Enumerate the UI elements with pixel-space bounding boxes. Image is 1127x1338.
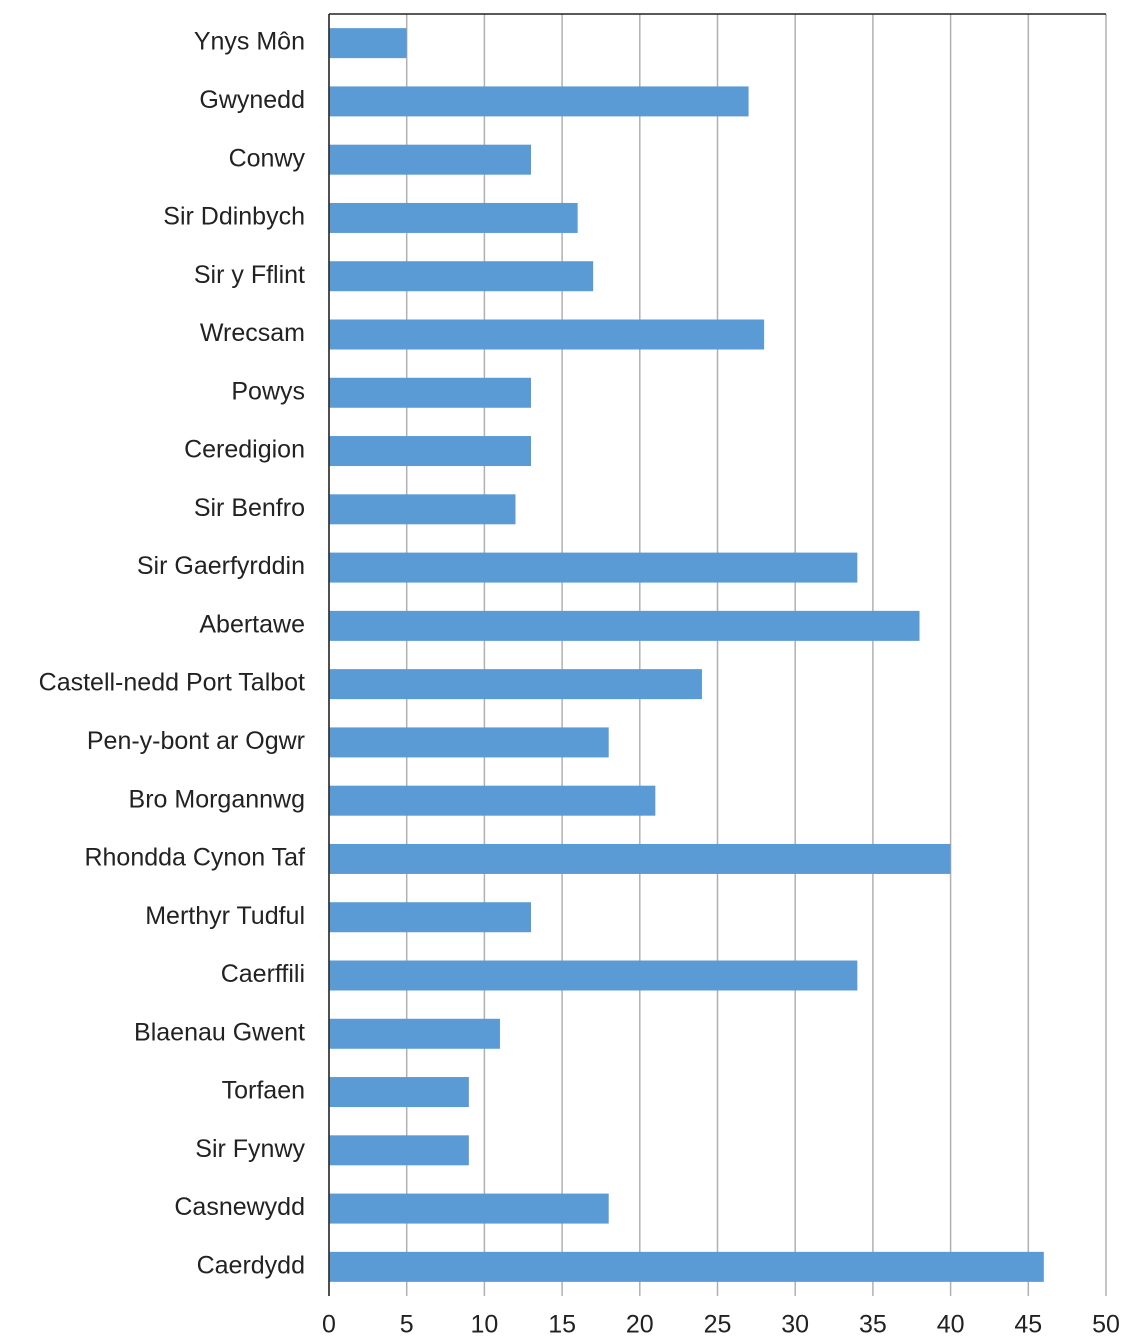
y-tick-label: Caerdydd bbox=[197, 1251, 305, 1279]
x-tick-label: 50 bbox=[1092, 1311, 1120, 1338]
y-tick-label: Bro Morgannwg bbox=[129, 785, 305, 813]
y-tick-label: Pen-y-bont ar Ogwr bbox=[87, 727, 305, 755]
y-tick-label: Abertawe bbox=[199, 610, 305, 638]
bar bbox=[329, 669, 702, 700]
bar bbox=[329, 727, 609, 758]
y-tick-label: Ynys Môn bbox=[194, 28, 305, 56]
bar bbox=[329, 144, 532, 175]
bar bbox=[329, 785, 656, 816]
bar bbox=[329, 610, 920, 641]
y-tick-label: Castell-nedd Port Talbot bbox=[39, 669, 305, 697]
y-tick-label: Ceredigion bbox=[184, 436, 305, 464]
y-tick-label: Rhondda Cynon Taf bbox=[84, 844, 305, 872]
x-tick-label: 10 bbox=[470, 1311, 498, 1338]
x-tick-label: 35 bbox=[859, 1311, 887, 1338]
bar bbox=[329, 843, 951, 874]
y-tick-label: Caerffili bbox=[221, 960, 305, 988]
y-tick-label: Sir y Fflint bbox=[194, 261, 305, 289]
y-tick-label: Sir Ddinbych bbox=[163, 203, 305, 231]
bar bbox=[329, 1018, 500, 1049]
y-tick-label: Powys bbox=[231, 377, 305, 405]
y-tick-label: Merthyr Tudful bbox=[145, 902, 305, 930]
y-tick-label: Sir Fynwy bbox=[195, 1135, 305, 1163]
x-tick-label: 30 bbox=[781, 1311, 809, 1338]
x-tick-label: 45 bbox=[1014, 1311, 1042, 1338]
bar bbox=[329, 960, 858, 991]
bar bbox=[329, 902, 532, 933]
x-tick-label: 15 bbox=[548, 1311, 576, 1338]
x-tick-label: 40 bbox=[937, 1311, 965, 1338]
x-tick-label: 0 bbox=[322, 1311, 336, 1338]
x-tick-label: 20 bbox=[626, 1311, 654, 1338]
x-tick-label: 25 bbox=[704, 1311, 732, 1338]
y-tick-label: Sir Benfro bbox=[194, 494, 305, 522]
bar bbox=[329, 319, 765, 350]
bar bbox=[329, 28, 407, 59]
y-tick-label: Blaenau Gwent bbox=[134, 1018, 305, 1046]
y-tick-label: Gwynedd bbox=[199, 86, 305, 114]
bar bbox=[329, 1077, 469, 1108]
bar bbox=[329, 1251, 1044, 1282]
y-tick-label: Casnewydd bbox=[174, 1193, 305, 1221]
y-tick-label: Wrecsam bbox=[200, 319, 305, 347]
bar bbox=[329, 261, 594, 292]
bar bbox=[329, 1135, 469, 1166]
x-tick-label: 5 bbox=[400, 1311, 414, 1338]
bar bbox=[329, 494, 516, 525]
bar bbox=[329, 552, 858, 583]
bar bbox=[329, 377, 532, 408]
bar bbox=[329, 1193, 609, 1224]
bar bbox=[329, 202, 578, 233]
y-tick-label: Conwy bbox=[229, 144, 306, 172]
bar bbox=[329, 436, 532, 467]
y-tick-label: Sir Gaerfyrddin bbox=[137, 552, 305, 580]
bar bbox=[329, 86, 749, 117]
y-tick-label: Torfaen bbox=[222, 1077, 305, 1105]
